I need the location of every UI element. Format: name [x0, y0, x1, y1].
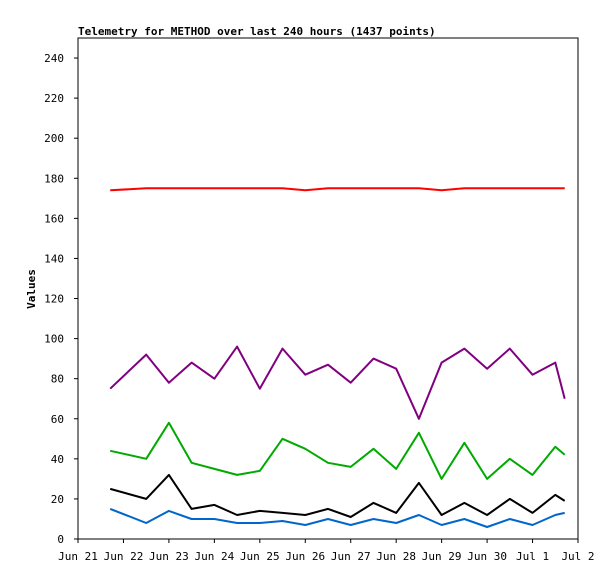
y-tick-label: 160 — [44, 212, 64, 225]
series-line-4 — [109, 473, 566, 518]
plot-frame — [77, 37, 579, 540]
y-tick-label: 0 — [57, 533, 64, 546]
x-tick-label: Jun 21 — [58, 550, 98, 563]
series-group — [109, 187, 566, 528]
chart-title: Telemetry for METHOD over last 240 hours… — [78, 25, 436, 38]
y-tick-label: 200 — [44, 132, 64, 145]
y-tick-label: 140 — [44, 252, 64, 265]
y-axis-title: Values — [25, 269, 38, 309]
series-line-5 — [109, 507, 565, 528]
x-tick-label: Jul 2 — [561, 550, 594, 563]
x-tick-label: Jun 30 — [467, 550, 507, 563]
x-tick-label: Jun 29 — [422, 550, 462, 563]
x-tick-label: Jul 1 — [516, 550, 549, 563]
x-tick-label: Jun 26 — [285, 550, 325, 563]
y-tick-label: 20 — [51, 493, 64, 506]
x-axis: Jun 21 Jun 22 Jun 23 Jun 24 Jun 25 Jun 26 Jun … — [58, 539, 595, 563]
x-tick-label: Jun 24 — [194, 550, 234, 563]
x-tick-label: Jun 22 — [104, 550, 144, 563]
y-tick-label: 120 — [44, 293, 64, 306]
y-axis: 0 20 40 60 80 100 120 140 160 180 200 220 240 — [44, 52, 78, 546]
y-tick-label: 240 — [44, 52, 64, 65]
series-line-2 — [109, 345, 566, 420]
y-tick-label: 80 — [51, 373, 64, 386]
y-tick-label: 60 — [51, 413, 64, 426]
y-tick-label: 180 — [44, 172, 64, 185]
y-tick-label: 40 — [51, 453, 64, 466]
series-line-3 — [109, 421, 566, 480]
x-tick-label: Jun 23 — [149, 550, 189, 563]
y-tick-label: 220 — [44, 92, 64, 105]
x-tick-label: Jun 25 — [240, 550, 280, 563]
y-tick-label: 100 — [44, 333, 64, 346]
x-tick-label: Jun 28 — [376, 550, 416, 563]
series-line-1 — [110, 187, 565, 192]
x-tick-label: Jun 27 — [331, 550, 371, 563]
